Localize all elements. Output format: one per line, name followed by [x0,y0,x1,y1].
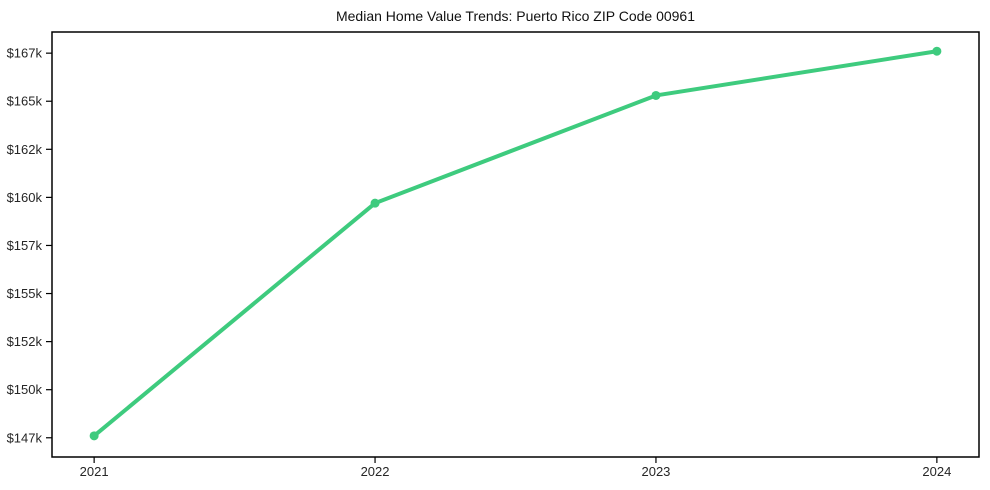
trend-line [92,49,939,438]
data-point-2022 [370,198,380,208]
y-axis-tick-label: $150k [7,382,43,397]
chart-title: Median Home Value Trends: Puerto Rico ZI… [335,8,696,24]
x-axis-tick-label: 2024 [922,464,951,479]
y-axis-tick-label: $157k [7,238,43,253]
plot-area-border [51,31,980,458]
x-axis-tick-label: 2023 [641,464,670,479]
y-axis-tick-label: $147k [7,430,43,445]
data-point-2023 [651,90,661,100]
data-point-2021 [89,431,99,441]
y-axis-tick-label: $167k [7,46,43,61]
y-axis-tick-label: $162k [7,142,43,157]
x-axis-tick-label: 2021 [80,464,109,479]
y-axis-tick-label: $155k [7,286,43,301]
data-point-2024 [932,46,942,56]
x-axis-tick-label: 2022 [361,464,390,479]
y-axis-tick-label: $165k [7,94,43,109]
y-axis-tick-label: $160k [7,190,43,205]
y-axis-tick-label: $152k [7,334,43,349]
